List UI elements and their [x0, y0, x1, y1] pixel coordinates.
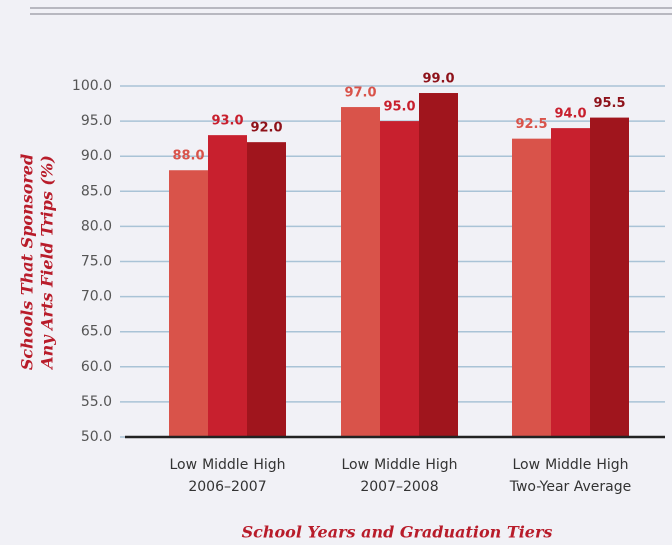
y-tick-label: 90.0: [81, 148, 112, 164]
y-axis-title: Schools That Sponsored Any Arts Field Tr…: [18, 154, 57, 371]
y-tick-label: 75.0: [81, 254, 112, 270]
bar: [341, 107, 380, 437]
series-label: Low: [341, 457, 369, 473]
series-label: High: [425, 457, 457, 473]
series-labels: Low Middle High: [169, 457, 285, 473]
y-tick-label: 80.0: [81, 218, 112, 234]
y-tick-label: 65.0: [81, 324, 112, 340]
y-tick-label: 85.0: [81, 183, 112, 199]
bar: [590, 117, 629, 437]
value-label: 92.5: [515, 117, 547, 132]
x-tick-label: Two-Year Average: [509, 479, 631, 495]
series-label: High: [596, 457, 628, 473]
x-tick-label: 2007–2008: [360, 479, 438, 495]
bar: [512, 138, 551, 437]
y-tick-label: 60.0: [81, 359, 112, 375]
series-label: Low: [169, 457, 197, 473]
series-labels: Low Middle High: [512, 457, 628, 473]
y-tick-label: 55.0: [81, 394, 112, 410]
series-label: Middle: [545, 457, 591, 473]
series-label: Middle: [202, 457, 248, 473]
bar: [247, 142, 286, 437]
value-label: 88.0: [172, 149, 204, 164]
series-label: Low: [512, 457, 540, 473]
y-tick-label: 100.0: [72, 78, 112, 94]
y-tick-label: 50.0: [81, 429, 112, 445]
value-label: 93.0: [211, 114, 243, 129]
series-label: High: [253, 457, 285, 473]
x-axis-title: School Years and Graduation Tiers: [242, 523, 553, 542]
y-tick-label: 70.0: [81, 289, 112, 305]
y-axis-title-line: Any Arts Field Trips (%): [38, 155, 57, 371]
bar: [419, 93, 458, 438]
series-labels: Low Middle High: [341, 457, 457, 473]
bar: [380, 121, 419, 437]
x-tick-label: 2006–2007: [188, 479, 266, 495]
value-label: 99.0: [422, 72, 454, 87]
value-label: 97.0: [344, 86, 376, 101]
y-tick-label: 95.0: [81, 113, 112, 129]
value-label: 95.5: [593, 96, 625, 111]
value-label: 92.0: [250, 121, 282, 136]
bar: [208, 135, 247, 437]
series-label: Middle: [374, 457, 420, 473]
value-label: 95.0: [383, 100, 415, 115]
y-axis-title-line: Schools That Sponsored: [18, 154, 37, 370]
bar: [169, 170, 208, 438]
bar: [551, 128, 590, 437]
value-label: 94.0: [554, 107, 586, 122]
